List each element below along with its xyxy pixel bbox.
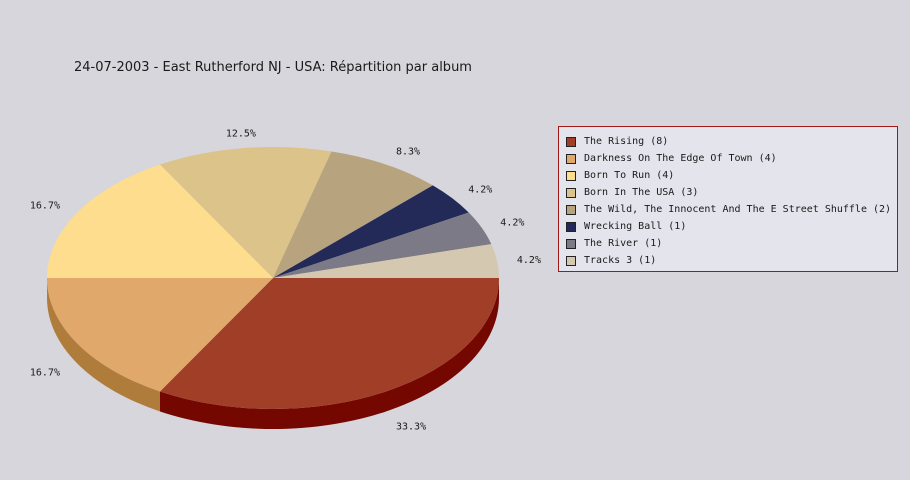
legend-label: Born To Run (4) <box>584 170 675 181</box>
legend-swatch <box>566 187 576 198</box>
legend-item: The Rising (8) <box>566 133 897 150</box>
legend-swatch <box>566 238 576 249</box>
legend-swatch <box>566 170 576 181</box>
legend-item: Wrecking Ball (1) <box>566 218 897 235</box>
pie-slice <box>273 244 499 278</box>
pie-slice <box>273 185 469 278</box>
legend-swatch <box>566 204 576 215</box>
pie-slice <box>160 146 332 278</box>
slice-label: 12.5% <box>226 128 256 139</box>
pie-slice <box>47 164 273 278</box>
pie-slice <box>47 278 273 392</box>
slice-label: 4.2% <box>468 185 492 196</box>
pie-sides <box>47 278 499 429</box>
legend-item: The River (1) <box>566 235 897 252</box>
slice-label: 4.2% <box>500 218 524 229</box>
legend-label: The Rising (8) <box>584 136 669 147</box>
legend-label: Darkness On The Edge Of Town (4) <box>584 153 777 164</box>
legend-swatch <box>566 153 576 164</box>
legend-item: Darkness On The Edge Of Town (4) <box>566 150 897 167</box>
slice-label: 8.3% <box>396 147 420 158</box>
legend-label: The River (1) <box>584 238 663 249</box>
pie-slice <box>273 151 433 278</box>
slice-label: 4.2% <box>517 255 541 266</box>
legend-label: The Wild, The Innocent And The E Street … <box>584 204 892 215</box>
legend-item: Born In The USA (3) <box>566 184 897 201</box>
legend-label: Born In The USA (3) <box>584 187 699 198</box>
legend-label: Wrecking Ball (1) <box>584 221 687 232</box>
slice-label: 16.7% <box>30 201 60 212</box>
chart-title: 24-07-2003 - East Rutherford NJ - USA: R… <box>74 60 472 75</box>
pie-slice-side <box>160 278 499 429</box>
legend: The Rising (8) Darkness On The Edge Of To… <box>558 126 898 272</box>
legend-swatch <box>566 221 576 232</box>
slice-label: 33.3% <box>396 421 426 432</box>
pie-slice <box>160 278 499 410</box>
legend-label: Tracks 3 (1) <box>584 255 657 266</box>
legend-swatch <box>566 255 576 266</box>
legend-item: The Wild, The Innocent And The E Street … <box>566 201 897 218</box>
legend-swatch <box>566 136 576 147</box>
pie-labels: 33.3% 16.7% 16.7% 12.5% 8.3% 4.2% 4.2% 4.2% <box>30 128 541 432</box>
legend-item: Tracks 3 (1) <box>566 252 897 269</box>
slice-label: 16.7% <box>30 368 60 379</box>
pie-slice <box>273 212 492 278</box>
pie-slice-side <box>47 278 160 412</box>
legend-item: Born To Run (4) <box>566 167 897 184</box>
pie-tops <box>47 146 499 410</box>
